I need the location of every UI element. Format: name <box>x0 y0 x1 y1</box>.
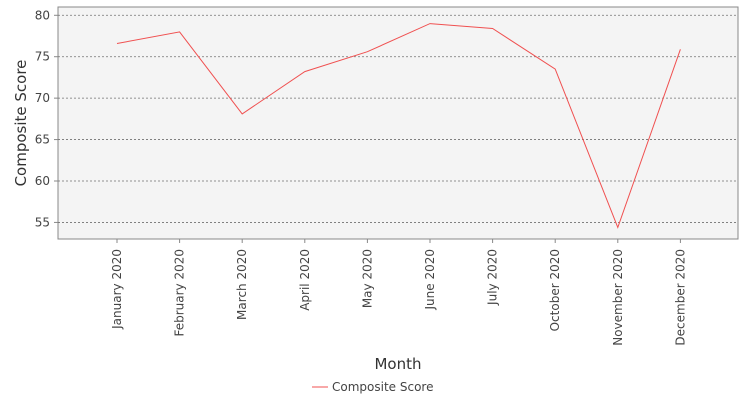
x-tick-label: April 2020 <box>298 249 312 311</box>
grid-lines <box>58 14 738 223</box>
x-tick-label: December 2020 <box>673 249 687 346</box>
x-axis-title: Month <box>374 355 421 373</box>
y-axis: 55 60 65 70 75 80 <box>35 8 58 229</box>
y-tick-label: 55 <box>35 215 50 229</box>
y-tick-label: 75 <box>35 50 50 64</box>
y-axis-title: Composite Score <box>12 60 30 187</box>
x-tick-label: May 2020 <box>360 249 374 308</box>
y-tick-label: 80 <box>35 8 50 22</box>
series-layer <box>116 23 681 229</box>
y-tick-label: 70 <box>35 91 50 105</box>
series-line <box>116 23 681 229</box>
plot-area <box>57 6 739 240</box>
x-tick-label: June 2020 <box>423 249 437 311</box>
x-tick-label: November 2020 <box>611 249 625 346</box>
x-tick-label: February 2020 <box>173 249 187 337</box>
x-tick-label: March 2020 <box>235 249 249 320</box>
x-tick-label: January 2020 <box>110 249 124 330</box>
legend: Composite Score <box>312 380 433 394</box>
x-tick-label: October 2020 <box>548 249 562 331</box>
y-tick-label: 65 <box>35 133 50 147</box>
y-tick-label: 60 <box>35 174 50 188</box>
x-tick-label: July 2020 <box>486 249 500 306</box>
legend-label: Composite Score <box>332 380 433 394</box>
x-axis: January 2020 February 2020 March 2020 April… <box>110 239 687 346</box>
